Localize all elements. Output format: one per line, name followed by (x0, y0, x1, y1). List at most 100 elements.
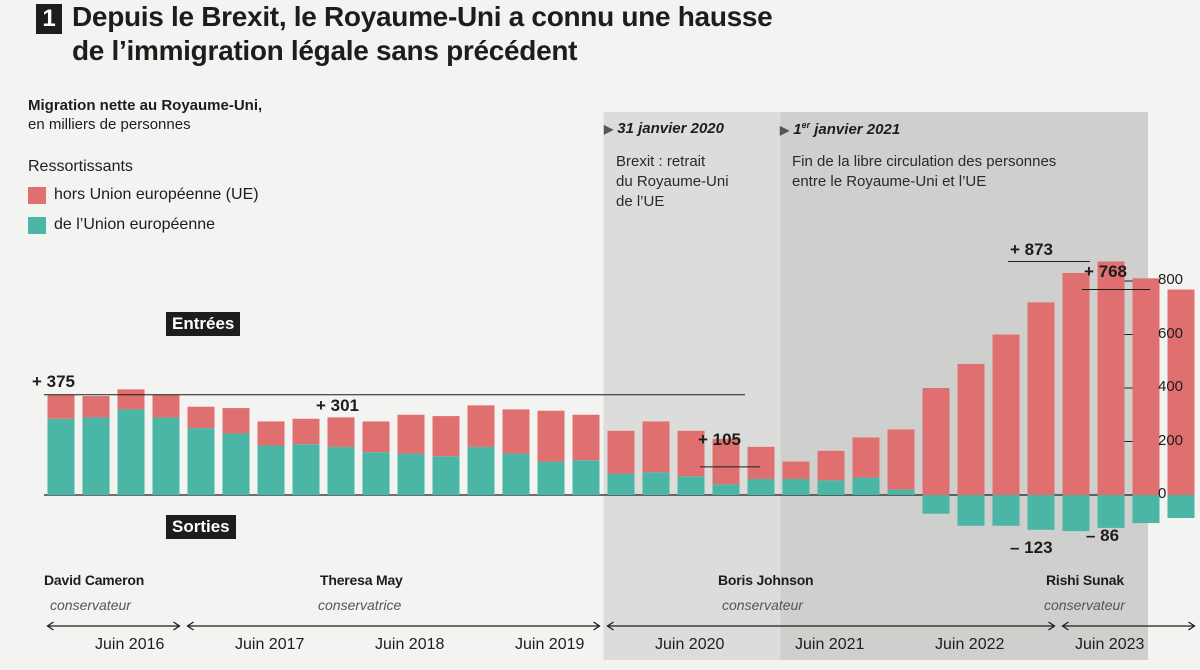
pm-name-johnson: Boris Johnson (718, 572, 814, 588)
bar-non-eu (152, 394, 180, 418)
arrow-right-icon (1188, 621, 1196, 631)
bar-non-eu (362, 421, 390, 453)
bar-non-eu (817, 450, 845, 481)
bar-non-eu (922, 388, 950, 495)
bar-non-eu (397, 414, 425, 454)
bar-eu (747, 478, 775, 495)
bar-non-eu (327, 417, 355, 447)
bar-non-eu (1097, 261, 1125, 495)
bar-eu (82, 417, 110, 495)
bar-eu (47, 418, 75, 495)
brexit-shade (603, 112, 781, 660)
pm-party-johnson: conservateur (722, 597, 803, 613)
bar-non-eu (607, 430, 635, 474)
bar-eu (502, 453, 530, 495)
event-desc-line: entre le Royaume-Uni et l’UE (792, 173, 987, 190)
event-desc-brexit: Brexit : retrait du Royaume-Uni de l’UE (616, 152, 729, 212)
event-date-text: 31 janvier 2020 (617, 120, 724, 137)
bar-eu (922, 495, 950, 514)
arrow-left-icon (1061, 621, 1069, 631)
bar-non-eu (187, 406, 215, 429)
bar-eu (1132, 495, 1160, 524)
triangle-icon: ▶ (604, 122, 614, 136)
x-tick-label: Juin 2019 (515, 636, 585, 653)
pm-party-cameron: conservateur (50, 597, 131, 613)
reference-lines (44, 260, 1150, 468)
pm-party-sunak: conservateur (1044, 597, 1125, 613)
bar-eu (712, 484, 740, 495)
bar-eu (327, 446, 355, 495)
bar-eu (537, 461, 565, 495)
annotation-301: + 301 (316, 396, 360, 415)
legend-label-eu: de l’Union européenne (54, 216, 216, 233)
bar-non-eu (747, 446, 775, 479)
bar-eu (642, 472, 670, 495)
bar-non-eu (82, 396, 110, 418)
bar-non-eu (887, 429, 915, 490)
event-date-free-movement: ▶ 1er janvier 2021 (780, 120, 900, 138)
bar-eu (187, 428, 215, 495)
bar-eu (152, 417, 180, 495)
bar-non-eu (992, 334, 1020, 495)
x-tick-label: Juin 2020 (655, 636, 725, 653)
bar-non-eu (572, 414, 600, 461)
bar-eu (887, 489, 915, 495)
bar-eu (782, 478, 810, 495)
legend-item-eu: de l’Union européenne (28, 216, 215, 234)
x-tick-label: Juin 2018 (375, 636, 445, 653)
bar-non-eu (1062, 272, 1090, 495)
y-tick-label: 800 (1158, 271, 1184, 288)
annotation-105: + 105 (698, 430, 742, 449)
y-tick-label: 0 (1158, 485, 1167, 502)
bar-eu (572, 460, 600, 495)
pm-name-cameron: David Cameron (44, 572, 145, 588)
bar-non-eu (257, 421, 285, 446)
y-tick-label: 200 (1158, 431, 1184, 449)
title-line-2: de l’immigration légale sans précédent (72, 35, 578, 66)
arrow-right-icon (173, 621, 181, 631)
bar-non-eu (957, 363, 985, 495)
y-tick-label: 400 (1158, 378, 1184, 395)
title-line-1: Depuis le Brexit, le Royaume-Uni a connu… (72, 1, 773, 32)
bar-eu (607, 473, 635, 495)
bar-non-eu (47, 394, 75, 419)
subtitle-line-2: en milliers de personnes (28, 116, 191, 133)
bar-eu (222, 433, 250, 495)
bar-eu (292, 444, 320, 495)
bars (47, 261, 1195, 532)
legend-item-non-eu: hors Union européenne (UE) (28, 186, 259, 204)
figure-number: 1 (36, 4, 62, 34)
x-tick-label: Juin 2022 (935, 636, 1005, 653)
bar-eu (992, 495, 1020, 526)
bar-eu (117, 409, 145, 495)
exits-tag: Sorties (166, 515, 236, 539)
bar-eu (362, 452, 390, 495)
triangle-icon: ▶ (780, 123, 790, 137)
bar-non-eu (1167, 289, 1195, 495)
x-tick-label: Juin 2016 (95, 636, 165, 653)
bar-eu (467, 446, 495, 495)
x-tick-label: Juin 2023 (1075, 636, 1145, 653)
bar-non-eu (712, 438, 740, 485)
bar-non-eu (677, 430, 705, 477)
bar-eu (1027, 495, 1055, 530)
bar-eu (1167, 495, 1195, 519)
bar-eu (957, 495, 985, 526)
bar-eu (1062, 495, 1090, 532)
pm-name-may: Theresa May (320, 572, 403, 588)
event-date-rest: janvier 2021 (810, 121, 901, 138)
bar-non-eu (467, 405, 495, 447)
bar-eu (817, 480, 845, 495)
pm-party-may: conservatrice (318, 597, 402, 613)
subtitle-line-1: Migration nette au Royaume-Uni, (28, 97, 263, 114)
bar-non-eu (642, 421, 670, 473)
annotation-375: + 375 (32, 372, 76, 391)
arrow-right-icon (593, 621, 601, 631)
bar-non-eu (117, 389, 145, 410)
chart-subtitle: Migration nette au Royaume-Uni, en milli… (28, 96, 262, 134)
bar-eu (852, 477, 880, 495)
bar-non-eu (537, 410, 565, 462)
event-desc-line: du Royaume-Uni (616, 173, 729, 190)
legend-swatch-non-eu (28, 186, 46, 204)
annotation-873: + 873 (1010, 240, 1054, 259)
